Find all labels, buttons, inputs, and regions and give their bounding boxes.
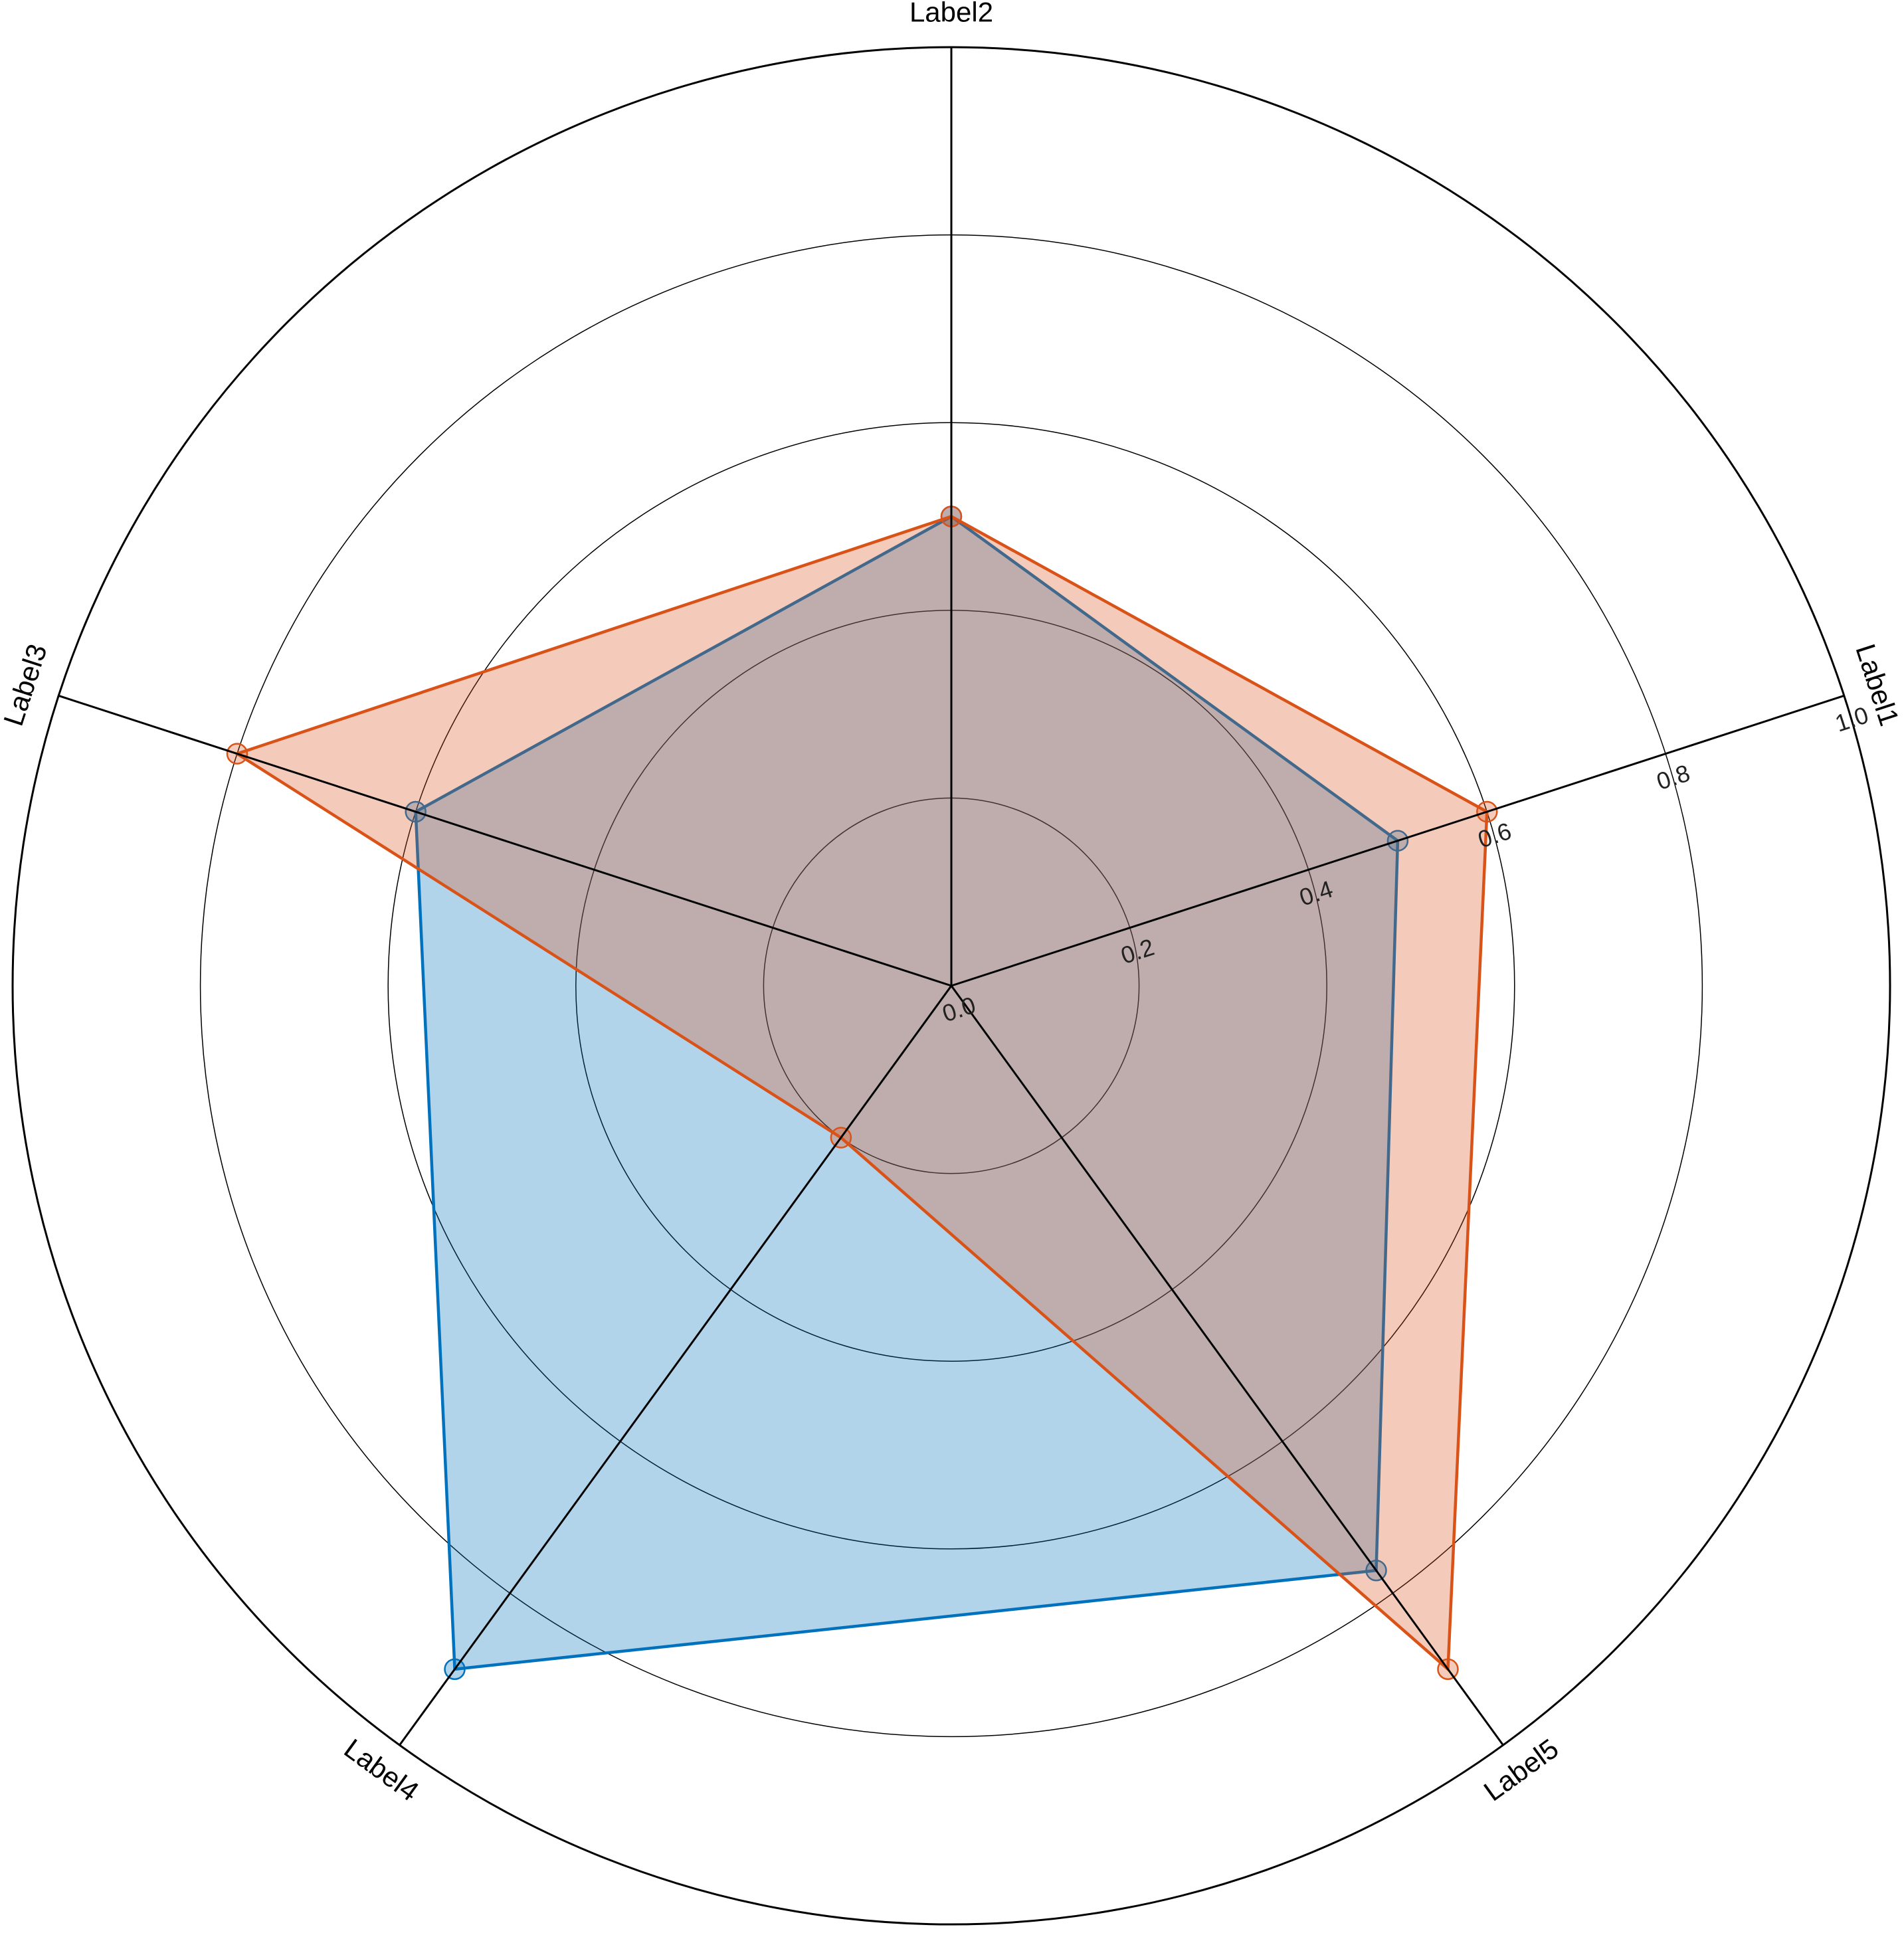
category-label: Label5 xyxy=(1478,1732,1565,1807)
axis-spoke xyxy=(951,694,1845,987)
series-1-polygon xyxy=(414,514,1400,1671)
axes-layer xyxy=(58,47,1845,1746)
rtick-label: 0.8 xyxy=(1653,759,1693,795)
category-label: Label4 xyxy=(339,1732,425,1807)
axis-spoke xyxy=(950,985,1504,1746)
rtick-label: 1.0 xyxy=(1832,701,1871,737)
series-layer xyxy=(226,506,1498,1681)
axis-spoke xyxy=(399,985,953,1746)
axis-spoke xyxy=(58,694,952,987)
series-2-polygon xyxy=(233,515,1489,1673)
category-label: Label2 xyxy=(909,0,993,28)
category-label: Label3 xyxy=(0,640,53,729)
